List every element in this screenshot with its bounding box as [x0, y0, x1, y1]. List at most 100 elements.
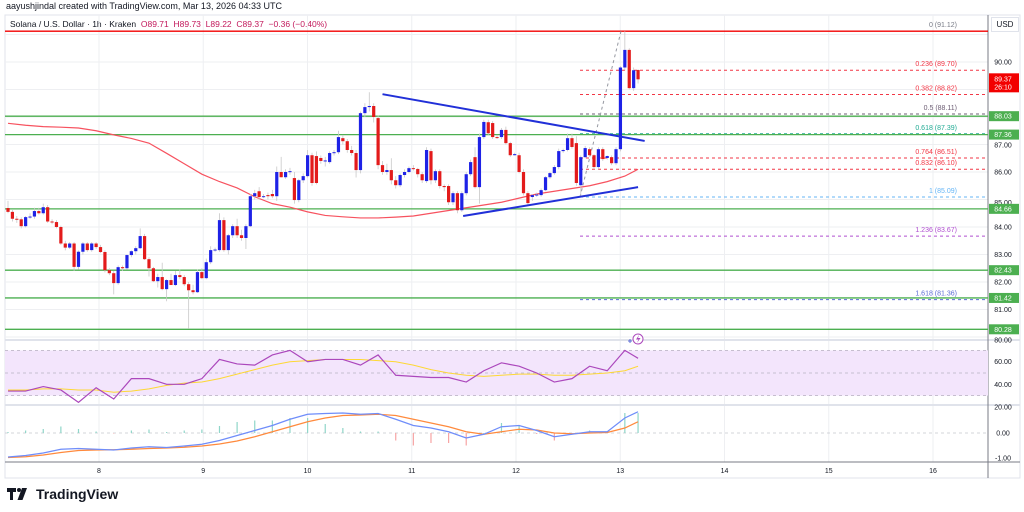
macd-histogram-bar — [377, 431, 379, 433]
brand-name: TradingView — [36, 486, 119, 502]
rsi-tick-label: 40.00 — [994, 382, 1012, 389]
macd-histogram-bar — [183, 430, 185, 433]
price-tick-label: 86.00 — [994, 169, 1012, 176]
macd-histogram-bar — [254, 420, 256, 433]
candle — [460, 193, 464, 211]
candle — [120, 267, 125, 269]
candle — [341, 138, 345, 142]
currency-button[interactable]: USD — [991, 17, 1019, 32]
macd-tick-label: -1.00 — [995, 456, 1011, 463]
support-price-tag — [989, 292, 1019, 303]
low-value: L89.22 — [205, 19, 232, 29]
time-tick-label: 14 — [721, 468, 729, 475]
fib-level-label: 0.618 (87.39) — [915, 125, 957, 132]
support-price-label: 82.43 — [994, 268, 1012, 275]
time-tick-label: 15 — [825, 468, 833, 475]
candle — [376, 118, 380, 166]
candle — [187, 284, 191, 291]
macd-histogram-bar — [324, 424, 326, 433]
candle — [411, 168, 415, 170]
candle — [513, 154, 517, 156]
candle — [486, 122, 490, 134]
candle — [402, 171, 407, 176]
fib-level-label: 0.236 (89.70) — [915, 61, 957, 68]
rsi-line — [8, 349, 639, 404]
candle — [517, 155, 521, 172]
candle — [363, 107, 367, 114]
candle — [107, 270, 111, 274]
candle — [90, 243, 94, 251]
candle — [306, 155, 310, 177]
macd-histogram-bar — [412, 433, 414, 446]
candle — [160, 277, 164, 290]
candle — [283, 171, 288, 178]
macd-histogram-bar — [465, 433, 467, 446]
candle — [239, 235, 244, 238]
candle — [288, 171, 292, 173]
candle — [579, 157, 583, 186]
candle — [442, 186, 446, 188]
candle — [438, 171, 442, 187]
candle — [557, 151, 561, 168]
macd-signal-line — [7, 413, 639, 459]
candle — [10, 211, 15, 219]
macd-histogram-bar — [430, 433, 432, 443]
add-alert-icon — [628, 339, 632, 343]
fib-level-label: 1 (85.09) — [929, 188, 957, 195]
candle — [627, 49, 631, 89]
candle — [116, 267, 120, 284]
candle — [314, 156, 319, 183]
candle — [380, 165, 385, 172]
candle — [50, 221, 54, 223]
candle — [358, 113, 363, 171]
tradingview-logo[interactable]: TradingView — [7, 486, 118, 502]
candle — [15, 218, 19, 220]
candle — [54, 222, 59, 227]
price-tick-label: 90.00 — [994, 59, 1012, 66]
price-tick-label: 80.00 — [994, 337, 1012, 344]
time-tick-label: 9 — [201, 468, 205, 475]
candle — [213, 249, 217, 251]
candle — [248, 196, 252, 227]
bar-countdown: 26:10 — [994, 84, 1012, 91]
macd-tick-label: 0.00 — [996, 431, 1010, 438]
candle — [574, 143, 578, 183]
candle — [103, 252, 107, 271]
candle — [367, 105, 371, 108]
candle — [297, 180, 301, 201]
price-tick-label: 84.00 — [994, 224, 1012, 231]
candle — [76, 251, 81, 267]
candle — [244, 226, 248, 238]
candle — [231, 226, 235, 236]
candle — [94, 243, 98, 248]
candle — [257, 191, 261, 198]
fib-level-label: 1.236 (83.67) — [915, 227, 957, 234]
price-tick-label: 83.00 — [994, 252, 1012, 259]
candle — [350, 149, 354, 154]
macd-histogram-bar — [359, 431, 362, 433]
candle — [521, 171, 526, 194]
candle — [323, 160, 327, 162]
time-tick-label: 10 — [304, 468, 312, 475]
candle — [279, 171, 283, 178]
candle — [548, 173, 552, 178]
candle — [112, 273, 116, 284]
support-price-tag — [989, 265, 1019, 276]
trendline — [462, 186, 639, 217]
symbol-name[interactable]: Solana / U.S. Dollar · 1h · Kraken — [10, 19, 137, 29]
candle — [195, 272, 200, 293]
time-tick-label: 16 — [929, 468, 937, 475]
macd-histogram-bar — [637, 413, 639, 433]
macd-histogram-bar — [271, 420, 273, 433]
support-price-label: 84.66 — [994, 206, 1012, 213]
candle — [535, 194, 539, 196]
candle — [46, 207, 50, 222]
price-tick-label: 82.00 — [994, 279, 1012, 286]
candle — [455, 193, 460, 211]
candle — [614, 149, 618, 164]
candle — [19, 219, 23, 227]
high-value: H89.73 — [173, 19, 201, 29]
candle — [182, 277, 186, 285]
last-price-label: 89.37 — [994, 76, 1012, 83]
